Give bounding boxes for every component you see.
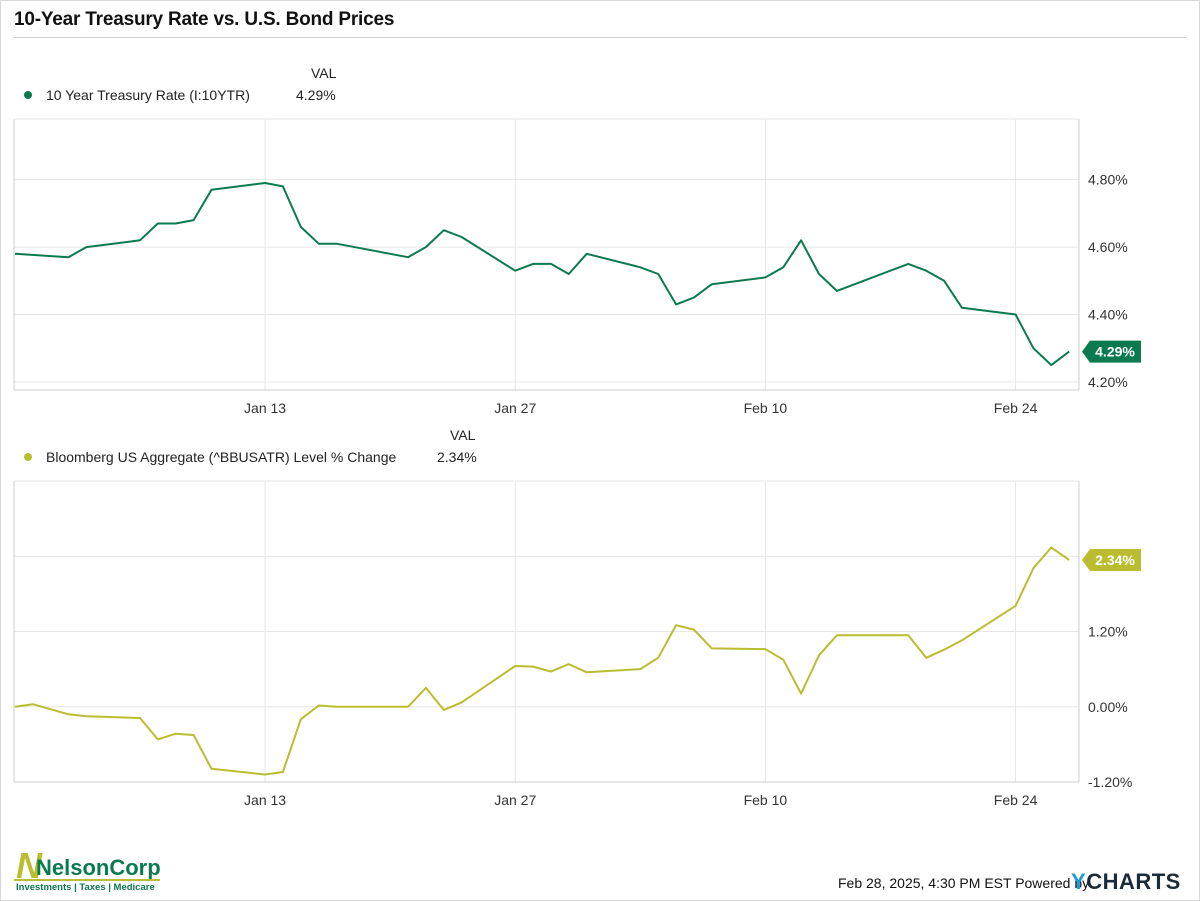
svg-text:NelsonCorp: NelsonCorp [36,855,160,880]
y-tick-label: 4.20% [1088,374,1128,390]
legend-dot-treasury [24,91,32,99]
legend-series-name: Bloomberg US Aggregate (^BBUSATR) Level … [46,449,397,465]
x-tick-label: Feb 24 [994,792,1038,808]
footer-timestamp: Feb 28, 2025, 4:30 PM EST Powered by [838,875,1089,891]
last-value-label: 2.34% [1095,552,1135,568]
y-tick-label: 4.40% [1088,306,1128,322]
x-tick-label: Feb 10 [744,400,788,416]
x-tick-label: Jan 13 [244,400,286,416]
legend-val-header: VAL [311,65,337,81]
y-tick-label: 1.20% [1088,624,1128,640]
chart-title: 10-Year Treasury Rate vs. U.S. Bond Pric… [14,9,395,30]
powered-by-text: Powered by [1015,875,1090,891]
chart-2: Jan 13 Jan 27 Feb 10 Feb 24 -1.20% 0.00% 1.20%… [13,480,1141,808]
legend-series-name: 10 Year Treasury Rate (I:10YTR) [46,87,250,103]
ycharts-rest: CHARTS [1086,869,1181,894]
series-line [14,546,1070,776]
legend-dot-bond [24,453,32,461]
timestamp-text: Feb 28, 2025, 4:30 PM EST [838,875,1012,891]
legend-series-value: 4.29% [296,87,336,103]
nelsoncorp-logo: N NelsonCorp Investments | Taxes | Medic… [14,848,160,892]
svg-text:Investments | Taxes | Medicare: Investments | Taxes | Medicare [16,882,155,892]
title-divider [14,37,1186,38]
last-value-flag [1082,549,1141,572]
y-tick-label: 4.80% [1088,172,1128,188]
series-line [14,182,1070,367]
x-tick-label: Feb 10 [744,792,788,808]
legend-val-header: VAL [450,427,476,443]
y-tick-label: -1.20% [1088,774,1132,790]
y-tick-label: 4.60% [1088,239,1128,255]
last-value-flag [1082,340,1141,363]
last-value-label: 4.29% [1095,344,1135,360]
x-tick-label: Feb 24 [994,400,1038,416]
x-tick-label: Jan 27 [494,792,536,808]
chart-1: Jan 13 Jan 27 Feb 10 Feb 24 4.20% 4.40% 4.60% 4… [13,118,1141,416]
ycharts-y: Y [1071,869,1087,894]
x-tick-label: Jan 13 [244,792,286,808]
ycharts-logo[interactable]: YCHARTS [1071,869,1181,895]
y-tick-label: 0.00% [1088,699,1128,715]
legend-series-value: 2.34% [437,449,477,465]
x-tick-label: Jan 27 [494,400,536,416]
